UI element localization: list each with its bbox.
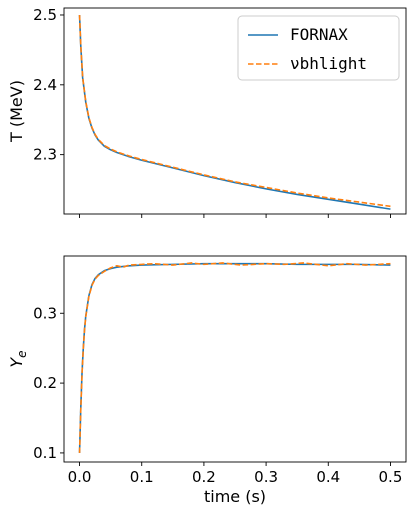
x-tick-label: 0.3	[254, 468, 278, 486]
x-tick-label: 0.1	[130, 468, 154, 486]
y-tick-label: 0.2	[33, 374, 57, 392]
x-axis-label: time (s)	[204, 487, 266, 506]
legend-box	[237, 15, 400, 81]
temperature-panel: 2.3 2.4 2.5 T (MeV) FORNAX νbhlight	[7, 6, 407, 218]
y-tick-label: 0.3	[33, 304, 57, 322]
x-tick-label: 0.2	[192, 468, 216, 486]
series-group	[78, 14, 391, 210]
y-axis-label-subscript: e	[15, 350, 29, 357]
legend-label-fornax: FORNAX	[290, 25, 348, 44]
y-axis-label: T (MeV)	[7, 80, 26, 143]
y-tick-label: 2.4	[33, 76, 57, 94]
x-tick-label: 0.5	[379, 468, 403, 486]
y-axis-label-symbol: Y	[7, 357, 26, 368]
plot-frame	[63, 7, 407, 215]
legend-label-nubhlight: νbhlight	[290, 54, 367, 73]
y-tick-label: 2.3	[33, 146, 57, 164]
plot-frame	[63, 255, 407, 463]
series-line-nubhlight	[78, 262, 391, 453]
y-tick-label: 2.5	[33, 6, 57, 24]
x-tick-label: 0.0	[68, 468, 92, 486]
y-axis-label: Ye	[7, 350, 29, 367]
electron-fraction-panel: 0.0 0.1 0.2 0.3 0.4 0.5 0.1 0.2 0.3 Ye time (s)	[7, 255, 407, 506]
x-tick-label: 0.4	[316, 468, 340, 486]
series-line-fornax	[78, 262, 391, 453]
y-tick-label: 0.1	[33, 444, 57, 462]
series-group	[78, 262, 391, 453]
series-line-nubhlight	[78, 14, 391, 208]
